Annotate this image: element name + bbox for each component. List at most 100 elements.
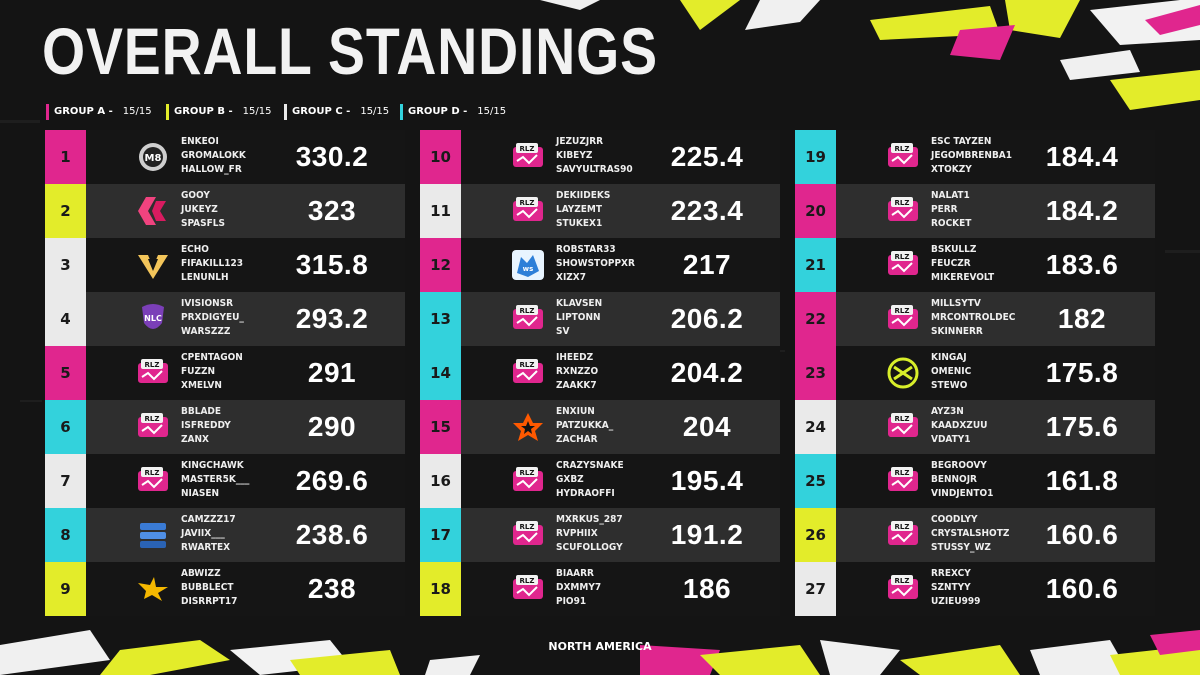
player-name: STEWO	[931, 380, 968, 391]
rlcs-logo-icon: RLZ	[886, 141, 920, 173]
rank-badge: 9	[45, 562, 86, 616]
player-list: MILLSYTV MRCONTROLDEC SKINNERR	[931, 297, 1015, 339]
standing-row: 5 RLZ CPENTAGON FUZZN XMELVN 291	[45, 346, 405, 400]
player-name: BBLADE	[181, 406, 222, 417]
team-panel: RLZ DEKIIDEKS LAYZEMT STUKEX1 223.4	[461, 184, 780, 238]
player-name: FUZZN	[181, 366, 216, 377]
team-panel: KINGAJ OMENIC STEWO 175.8	[836, 346, 1155, 400]
rank-badge: 10	[420, 130, 461, 184]
standing-row: 17 RLZ MXRKUS_287 RVPHIIX SCUFOLLOGY 191.2	[420, 508, 780, 562]
player-name: UZIEU999	[931, 596, 981, 607]
player-name: SAVYULTRAS90	[556, 164, 633, 175]
points-value: 315.8	[295, 249, 369, 280]
player-list: KLAVSEN LIPTONN SV	[556, 297, 602, 339]
player-list: KINGAJ OMENIC STEWO	[931, 351, 971, 393]
player-name: ZACHAR	[556, 434, 598, 445]
player-name: IHEEDZ	[556, 352, 594, 363]
player-name: DXMMY7	[556, 582, 602, 593]
team-panel: RLZ CRAZYSNAKE GXBZ HYDRAOFFI 195.4	[461, 454, 780, 508]
rank-badge: 5	[45, 346, 86, 400]
team-panel: CAMZZZ17 JAVIIX___ RWARTEX 238.6	[86, 508, 405, 562]
svg-text:RLZ: RLZ	[895, 253, 910, 261]
player-list: MXRKUS_287 RVPHIIX SCUFOLLOGY	[556, 513, 623, 555]
points-value: 238.6	[295, 519, 369, 550]
player-name: RWARTEX	[181, 542, 231, 553]
svg-text:RLZ: RLZ	[895, 145, 910, 153]
player-name: JUKEYZ	[181, 204, 218, 215]
player-name: SCUFOLLOGY	[556, 542, 623, 553]
player-name: KINGAJ	[931, 352, 967, 363]
rlcs-logo-icon: RLZ	[886, 465, 920, 497]
player-name: ECHO	[181, 244, 209, 255]
team-panel: RLZ RREXCY SZNTYY UZIEU999 160.6	[836, 562, 1155, 616]
player-list: CAMZZZ17 JAVIIX___ RWARTEX	[181, 513, 236, 555]
stack-logo-icon	[136, 519, 170, 551]
svg-text:NLC: NLC	[144, 314, 162, 323]
svg-text:ws: ws	[523, 265, 534, 273]
player-name: ENXIUN	[556, 406, 595, 417]
player-name: GOOY	[181, 190, 210, 201]
points-value: 184.2	[1045, 195, 1119, 226]
player-name: ZANX	[181, 434, 209, 445]
player-name: SKINNERR	[931, 326, 983, 337]
rank-badge: 24	[795, 400, 836, 454]
player-list: BSKULLZ FEUCZR MIKEREVOLT	[931, 243, 994, 285]
group-a-label: GROUP A -15/15	[46, 104, 152, 120]
wolves-logo-icon: ws	[511, 249, 545, 281]
points-value: 269.6	[295, 465, 369, 496]
svg-text:RLZ: RLZ	[895, 307, 910, 315]
standing-row: 3 ECHO FIFAKILL123 LENUNLH 315.8	[45, 238, 405, 292]
player-list: COODLYY CRYSTALSHOTZ STUSSY_WZ	[931, 513, 1009, 555]
player-name: STUKEX1	[556, 218, 603, 229]
player-name: KAADXZUU	[931, 420, 988, 431]
rlcs-logo-icon: RLZ	[886, 195, 920, 227]
standing-row: 8 CAMZZZ17 JAVIIX___ RWARTEX 238.6	[45, 508, 405, 562]
player-name: ENKEOI	[181, 136, 219, 147]
player-name: STUSSY_WZ	[931, 542, 991, 553]
points-value: 184.4	[1045, 141, 1119, 172]
player-name: NIASEN	[181, 488, 219, 499]
player-list: ENXIUN PATZUKKA_ ZACHAR	[556, 405, 613, 447]
team-panel: RLZ BIAARR DXMMY7 PIO91 186	[461, 562, 780, 616]
rlcs-logo-icon: RLZ	[511, 357, 545, 389]
fnatic-logo-icon	[511, 411, 545, 443]
team-panel: RLZ JEZUZJRR KIBEYZ SAVYULTRAS90 225.4	[461, 130, 780, 184]
points-value: 160.6	[1045, 519, 1119, 550]
standing-row: 18 RLZ BIAARR DXMMY7 PIO91 186	[420, 562, 780, 616]
player-name: LENUNLH	[181, 272, 229, 283]
team-panel: RLZ AYZ3N KAADXZUU VDATY1 175.6	[836, 400, 1155, 454]
player-name: SPASFLS	[181, 218, 225, 229]
player-name: NALAT1	[931, 190, 970, 201]
eagle-logo-icon	[136, 573, 170, 605]
rank-badge: 12	[420, 238, 461, 292]
player-name: BUBBLECT	[181, 582, 234, 593]
player-name: WARSZZZ	[181, 326, 231, 337]
rank-badge: 4	[45, 292, 86, 346]
points-value: 186	[682, 573, 732, 604]
team-panel: RLZ IHEEDZ RXNZZO ZAAKK7 204.2	[461, 346, 780, 400]
standing-row: 1 M8 ENKEOI GROMALOKK HALLOW_FR 330.2	[45, 130, 405, 184]
player-name: BSKULLZ	[931, 244, 977, 255]
rlcs-logo-icon: RLZ	[886, 573, 920, 605]
rank-badge: 27	[795, 562, 836, 616]
svg-text:RLZ: RLZ	[145, 415, 160, 423]
svg-text:RLZ: RLZ	[145, 469, 160, 477]
player-name: HYDRAOFFI	[556, 488, 615, 499]
standing-row: 27 RLZ RREXCY SZNTYY UZIEU999 160.6	[795, 562, 1155, 616]
standing-row: 16 RLZ CRAZYSNAKE GXBZ HYDRAOFFI 195.4	[420, 454, 780, 508]
svg-text:M8: M8	[145, 153, 162, 164]
standing-row: 4 NLC IVISIONSR PRXDIGYEU_ WARSZZZ 293.2	[45, 292, 405, 346]
team-panel: ABWIZZ BUBBLECT DISRRPT17 238	[86, 562, 405, 616]
player-list: ABWIZZ BUBBLECT DISRRPT17	[181, 567, 237, 609]
points-value: 160.6	[1045, 573, 1119, 604]
player-name: COODLYY	[931, 514, 978, 525]
rank-badge: 21	[795, 238, 836, 292]
team-panel: ECHO FIFAKILL123 LENUNLH 315.8	[86, 238, 405, 292]
player-list: JEZUZJRR KIBEYZ SAVYULTRAS90	[556, 135, 633, 177]
team-panel: NLC IVISIONSR PRXDIGYEU_ WARSZZZ 293.2	[86, 292, 405, 346]
player-list: KINGCHAWK MASTER5K___ NIASEN	[181, 459, 249, 501]
player-name: MXRKUS_287	[556, 514, 623, 525]
standing-row: 15 ENXIUN PATZUKKA_ ZACHAR 204	[420, 400, 780, 454]
player-name: XTOKZY	[931, 164, 972, 175]
standing-row: 11 RLZ DEKIIDEKS LAYZEMT STUKEX1 223.4	[420, 184, 780, 238]
